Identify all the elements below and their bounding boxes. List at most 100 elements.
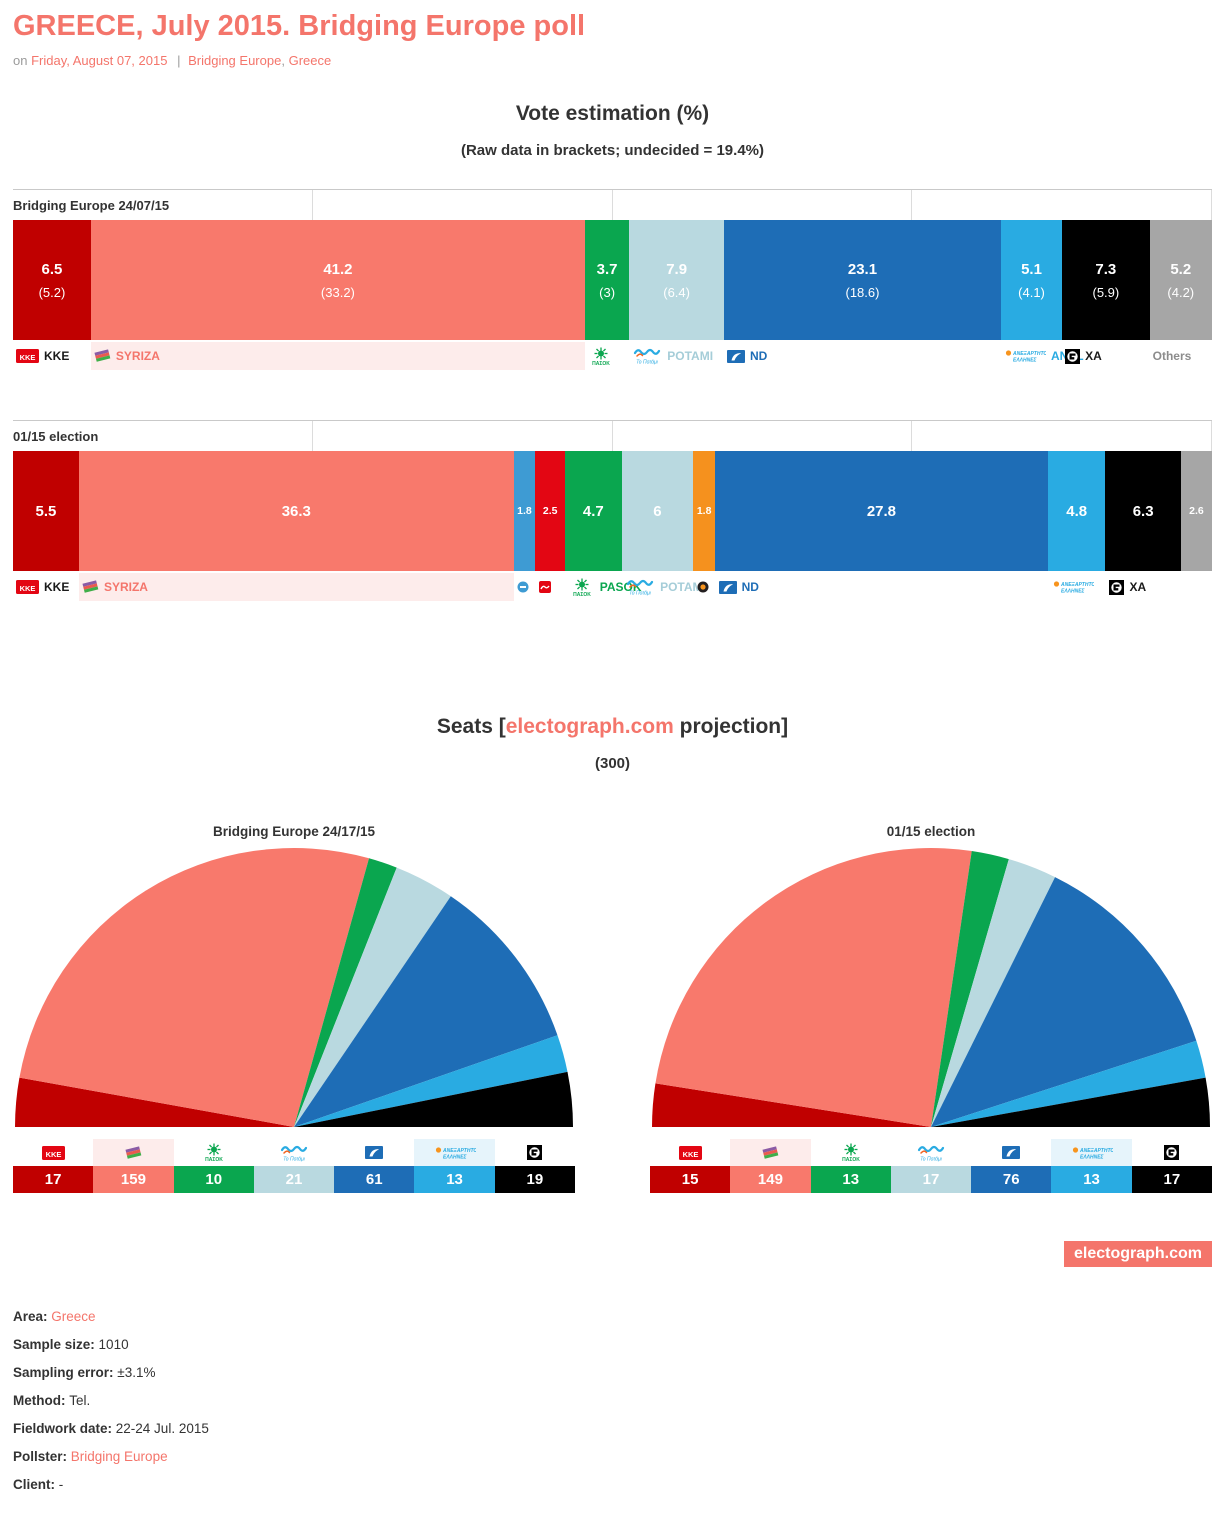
- seats-halfpie-svg: [652, 847, 1210, 1127]
- pie-slice-syriza: [19, 848, 370, 1127]
- seats-halfpie-election: 01/15 election KKE ΠΑΣΟΚ Το Ποτάμι ΑΝΕΞΑΡΤΗ…: [650, 824, 1212, 1193]
- pie-slice-pasok: [931, 850, 1009, 1127]
- bar-segment-kidiso: 2.5: [535, 451, 566, 571]
- byline-country-link[interactable]: Greece: [288, 53, 332, 68]
- bar-legend-nd: ND: [716, 573, 1049, 601]
- seat-count-xa: 19: [494, 1166, 575, 1193]
- byline-pollster-link[interactable]: Bridging Europe: [188, 53, 282, 68]
- anel-logo-icon: ΑΝΕΞΑΡΤΗΤΟΙ ΕΛΛΗΝΕΣ: [1052, 580, 1094, 594]
- svg-text:ΠΑΣΟΚ: ΠΑΣΟΚ: [573, 592, 591, 597]
- syriza-logo-icon: [94, 349, 111, 363]
- seat-count-anel: 13: [1051, 1166, 1132, 1193]
- kke-logo-icon: KKE: [41, 1145, 65, 1160]
- electograph-watermark[interactable]: electograph.com: [1063, 1241, 1212, 1267]
- teleia-logo-icon: [697, 581, 709, 593]
- pie-slice-kke: [15, 1077, 294, 1127]
- segment-value: 2.6: [1189, 505, 1204, 517]
- svg-text:ΑΝΕΞΑΡΤΗΤΟΙ: ΑΝΕΞΑΡΤΗΤΟΙ: [442, 1148, 476, 1154]
- meta-list: Area: Greece Sample size: 1010 Sampling er…: [13, 1309, 1212, 1492]
- seats-section-subtitle: (300): [594, 755, 631, 772]
- segment-value: 1.8: [696, 505, 712, 517]
- pie-seat-bar: 17 159 10 21 61 13 19: [13, 1166, 575, 1193]
- meta-label: Area:: [13, 1309, 52, 1324]
- bar-segment-others: 2.6: [1180, 451, 1213, 571]
- bar-legend-syriza: SYRIZA: [78, 573, 515, 601]
- seat-count-nd: 76: [971, 1166, 1052, 1193]
- potami-logo-icon: Το Ποτάμι: [916, 1144, 946, 1162]
- segment-value: 23.1: [847, 260, 878, 278]
- kke-logo-icon: KKE: [16, 349, 39, 363]
- seat-count-kke: 17: [13, 1166, 94, 1193]
- pie-legend-nd: [971, 1139, 1051, 1166]
- meta-value[interactable]: Greece: [51, 1309, 96, 1324]
- seats-chart-title: 01/15 election: [886, 824, 976, 839]
- kke-logo-icon: KKE: [16, 580, 39, 594]
- seat-count-kke: 15: [650, 1166, 731, 1193]
- bar-legend-label: Others: [1152, 349, 1192, 363]
- xa-logo-icon: [527, 1145, 543, 1160]
- bar-legend-potami: Το Ποτάμι POTAMI: [629, 342, 724, 370]
- meta-row: Sample size: 1010: [13, 1337, 1212, 1352]
- byline: on Friday, August 07, 2015 | Bridging Eu…: [13, 53, 1212, 68]
- kke-logo-icon: KKE: [678, 1145, 702, 1160]
- pasok-logo-icon: ΠΑΣΟΚ: [569, 578, 595, 597]
- pie-slice-anel: [294, 1035, 568, 1127]
- svg-text:KKE: KKE: [682, 1150, 698, 1159]
- segment-value: 27.8: [866, 502, 897, 520]
- seat-count-potami: 21: [253, 1166, 335, 1193]
- bar-segment-kke: 5.5: [13, 451, 79, 571]
- pie-legend-nd: [334, 1139, 414, 1166]
- svg-text:ΠΑΣΟΚ: ΠΑΣΟΚ: [842, 1157, 860, 1162]
- segment-value: 2.5: [542, 505, 558, 517]
- seats-title-brand[interactable]: electograph.com: [505, 715, 674, 738]
- meta-row: Fieldwork date: 22-24 Jul. 2015: [13, 1421, 1212, 1436]
- bar-legend-kke: KKE KKE: [13, 342, 91, 370]
- bar-legend-nd: ND: [724, 342, 1001, 370]
- pie-legend-syriza: [93, 1139, 174, 1166]
- pie-legend-icon-row: KKE ΠΑΣΟΚ Το Ποτάμι ΑΝΕΞΑΡΤΗΤΟΙ ΕΛΛΗΝΕΣ: [650, 1139, 1212, 1166]
- seats-section-title: Seats [electograph.com projection]: [13, 715, 1212, 739]
- meta-value[interactable]: Bridging Europe: [70, 1449, 168, 1464]
- meta-label: Sampling error:: [13, 1365, 118, 1380]
- pie-seat-bar: 15 149 13 17 76 13 17: [650, 1166, 1212, 1193]
- bar-segment-pasok: 4.7: [565, 451, 622, 571]
- stacked-bar: 5.5 36.3 1.8 2.5 4.7 6 1.8 27.8 4.8 6.3 2.6: [13, 451, 1213, 571]
- xa-logo-icon: [1109, 579, 1125, 595]
- pie-legend-kke: KKE: [13, 1139, 93, 1166]
- byline-date-link[interactable]: Friday, August 07, 2015: [31, 53, 168, 68]
- seats-title-pre: Seats [: [436, 715, 506, 738]
- svg-text:Το Ποτάμι: Το Ποτάμι: [636, 360, 658, 366]
- halfpie-svg-holder: [650, 847, 1212, 1127]
- svg-text:ΠΑΣΟΚ: ΠΑΣΟΚ: [205, 1157, 223, 1162]
- seat-count-potami: 17: [890, 1166, 972, 1193]
- svg-text:ΕΛΛΗΝΕΣ: ΕΛΛΗΝΕΣ: [1013, 358, 1038, 363]
- svg-text:ΑΝΕΞΑΡΤΗΤΟΙ: ΑΝΕΞΑΡΤΗΤΟΙ: [1012, 351, 1046, 357]
- meta-label: Fieldwork date:: [13, 1421, 116, 1436]
- pie-legend-anel: ΑΝΕΞΑΡΤΗΤΟΙ ΕΛΛΗΝΕΣ: [414, 1139, 495, 1166]
- bar-legend-syriza: SYRIZA: [90, 342, 585, 370]
- svg-text:ΑΝΕΞΑΡΤΗΤΟΙ: ΑΝΕΞΑΡΤΗΤΟΙ: [1060, 582, 1094, 588]
- bar-legend-potami: Το Ποτάμι POTAMI: [622, 573, 706, 601]
- pie-legend-anel: ΑΝΕΞΑΡΤΗΤΟΙ ΕΛΛΗΝΕΣ: [1051, 1139, 1132, 1166]
- potami-logo-icon: Το Ποτάμι: [279, 1144, 309, 1162]
- bar-legend-pasok: ΠΑΣΟΚ: [585, 342, 629, 370]
- pie-slice-xa: [931, 1077, 1210, 1127]
- pie-legend-xa: [1132, 1139, 1212, 1166]
- segment-value: 7.3: [1095, 260, 1117, 278]
- seat-count-nd: 61: [334, 1166, 415, 1193]
- bar-chart-title: 01/15 election: [13, 428, 99, 444]
- meta-label: Client:: [13, 1477, 59, 1492]
- pie-legend-kke: KKE: [650, 1139, 730, 1166]
- pie-slice-syriza: [655, 847, 972, 1127]
- meta-row: Area: Greece: [13, 1309, 1212, 1324]
- bar-segment-teleia: 1.8: [693, 451, 715, 571]
- bar-legend-teleia: [694, 573, 716, 601]
- pie-legend-xa: [495, 1139, 575, 1166]
- svg-text:ΠΑΣΟΚ: ΠΑΣΟΚ: [592, 361, 610, 366]
- segment-raw-value: (6.4): [663, 284, 690, 300]
- svg-text:KKE: KKE: [20, 584, 36, 593]
- byline-separator: |: [177, 53, 181, 68]
- segment-value: 1.8: [517, 505, 532, 517]
- svg-text:Το Ποτάμι: Το Ποτάμι: [920, 1156, 942, 1162]
- syriza-logo-icon: [125, 1145, 142, 1160]
